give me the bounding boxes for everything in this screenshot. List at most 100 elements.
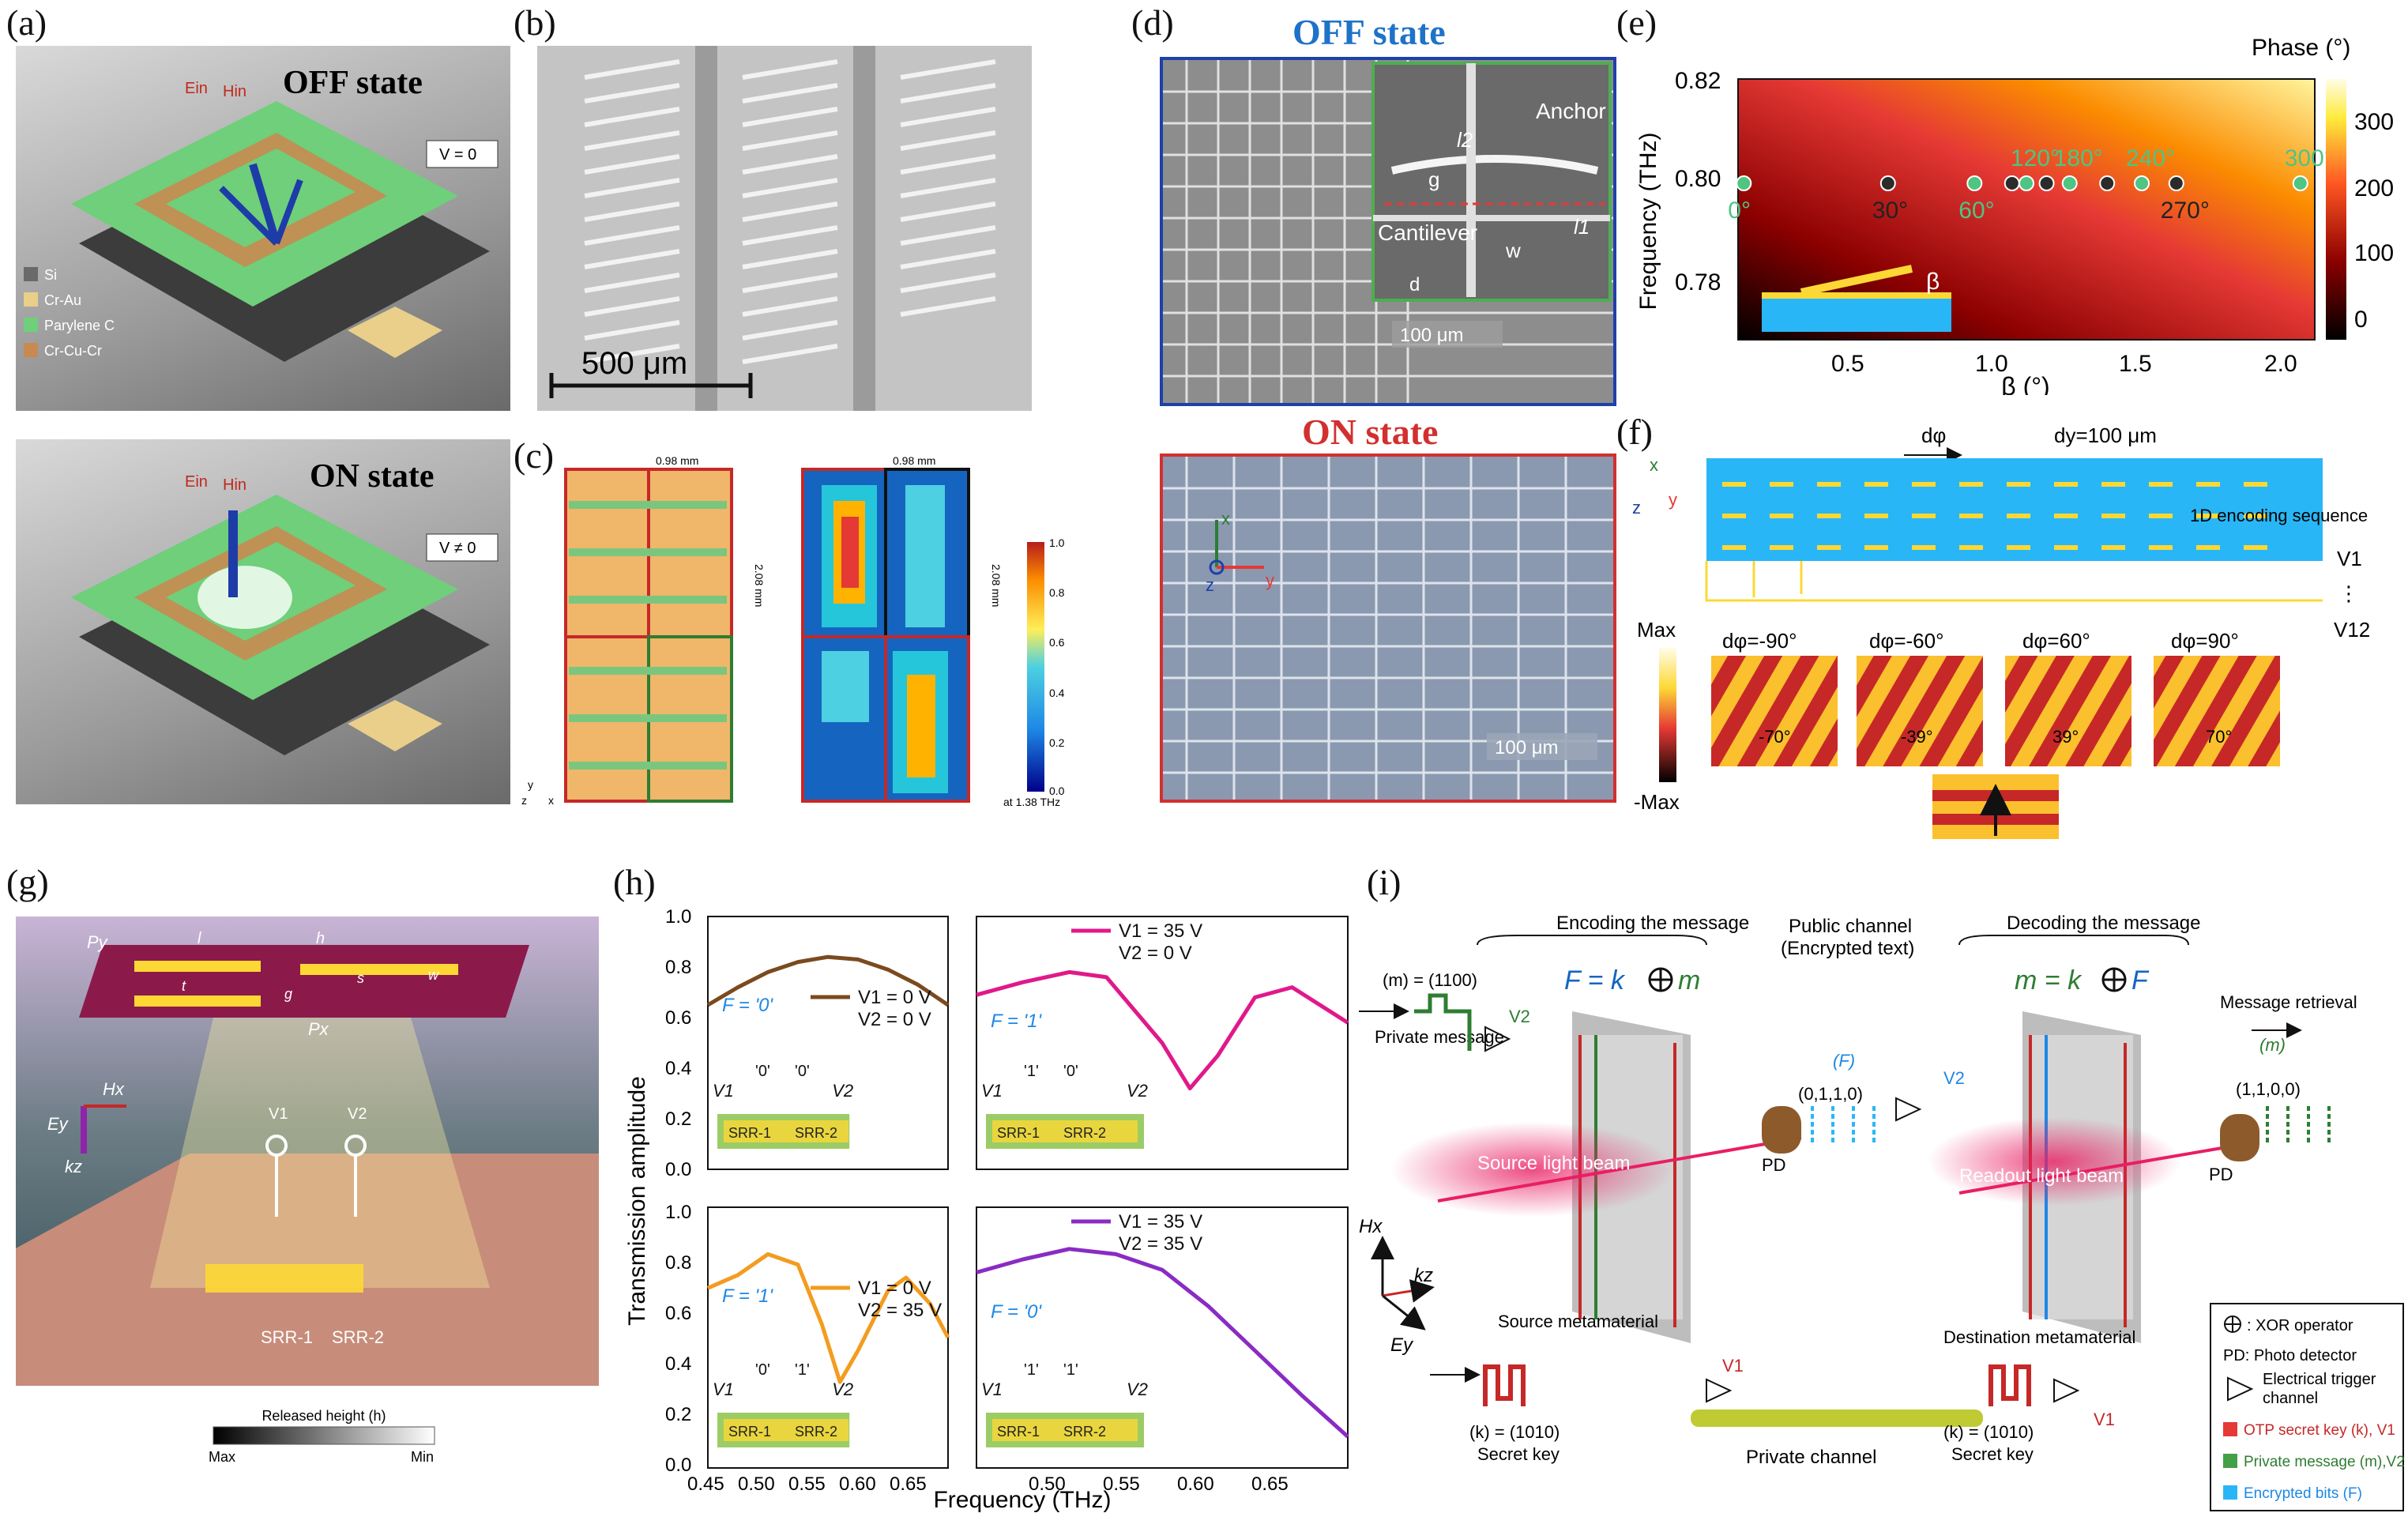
panel-c-structure	[564, 468, 733, 803]
h-legend-v1: V1 = 35 V	[1119, 1211, 1202, 1233]
legend-crau: Cr-Au	[44, 292, 81, 308]
i-private-message: Private message	[1375, 1027, 1504, 1047]
g-w: w	[428, 967, 439, 983]
h-legend-v2: V2 = 35 V	[1119, 1233, 1202, 1255]
h-legend-v2: V2 = 0 V	[858, 1009, 931, 1030]
h-v2-label: V2	[1127, 1081, 1148, 1101]
panel-c-colorbar-ticks: 1.0 0.8 0.6 0.4 0.2 0.0	[1049, 536, 1065, 797]
h-xticks-right: 0.50 0.55 0.60 0.65	[1029, 1473, 1289, 1495]
h-ytick: 0.0	[665, 1159, 691, 1180]
f-map-title: dφ=60°	[2022, 629, 2090, 653]
f-map-angle: 39°	[2052, 727, 2079, 747]
phase-point	[2061, 175, 2078, 191]
axis-y: y	[528, 778, 533, 791]
h-legend-v1: V1 = 35 V	[1119, 920, 1202, 942]
g-v2: V2	[348, 1105, 367, 1123]
f-axis-x: x	[1650, 455, 1658, 475]
e-xtick: 1.5	[2119, 351, 2152, 377]
cbar-tick: 0.6	[1049, 636, 1065, 649]
i-v2-mid: V2	[1943, 1068, 1965, 1088]
i-encrypted-text: (Encrypted text)	[1781, 938, 1914, 959]
panel-label-e: (e)	[1616, 2, 1657, 43]
off-state-title: OFF state	[283, 65, 423, 101]
panel-label-i: (i)	[1367, 862, 1402, 902]
freq-note: at 1.38 THz	[1003, 796, 1060, 808]
f-map-title: dφ=-90°	[1722, 629, 1797, 653]
scale-on: 100 μm	[1495, 737, 1559, 758]
cbar-tick: 0.2	[1049, 736, 1065, 749]
g-cbar-title: Released height (h)	[261, 1408, 386, 1424]
cbar-tick: 0.0	[1049, 785, 1065, 797]
h-series-line	[707, 1251, 950, 1384]
on-axis-z: z	[1206, 575, 1214, 595]
axis-x: x	[548, 794, 554, 807]
e-field-label-on: Ein	[185, 473, 208, 491]
on-axis-x: x	[1221, 509, 1230, 529]
e-ytick: 0.82	[1675, 68, 1721, 94]
h-device-srr	[724, 1419, 849, 1441]
phase-point	[2292, 175, 2308, 191]
h-ytick: 0.2	[665, 1108, 691, 1130]
i-pd-label-left: PD	[1762, 1155, 1786, 1175]
e-yticks: 0.82 0.80 0.78	[1675, 68, 1721, 295]
h-ytick: 0.0	[665, 1455, 691, 1476]
f-map-angle: -70°	[1759, 727, 1791, 747]
inset-d: d	[1409, 274, 1420, 295]
i-legend: : XOR operator PD: Photo detector Electr…	[2210, 1303, 2405, 1511]
e-cbar-tick: 300	[2354, 109, 2394, 135]
f-colorbar	[1659, 648, 1676, 782]
phase-point	[2038, 175, 2055, 191]
h-legend-v1: V1 = 0 V	[858, 1278, 931, 1299]
panel-c-colorbar	[1027, 542, 1044, 792]
i-formula-enc-m: m	[1678, 965, 1700, 995]
i-source-beam: Source light beam	[1477, 1153, 1630, 1174]
g-ey: Ey	[47, 1114, 70, 1134]
h-ytick: 1.0	[665, 909, 691, 928]
panel-h-chart: Transmission amplitude Frequency (THz) 1…	[624, 909, 1349, 1513]
g-cbar-min: Min	[411, 1449, 434, 1465]
g-g: g	[284, 986, 292, 1002]
h-xticks-left: 0.45 0.50 0.55 0.60 0.65	[687, 1473, 927, 1495]
phase-point	[2004, 175, 2020, 191]
f-map-angle: -39°	[1901, 727, 1933, 747]
phase-point-label: 60°	[1958, 198, 1994, 224]
g-s: s	[357, 970, 364, 986]
panel-d-on: x z y 100 μm	[1160, 454, 1616, 803]
panel-f: dφ dy=100 μm 1D encoding sequence V1 ⋮ V…	[1632, 423, 2370, 839]
e-xtick: 1.0	[1975, 351, 2008, 377]
h-xtick: 0.55	[1103, 1473, 1140, 1495]
i-private-channel-bar	[1691, 1409, 1983, 1427]
f-axis-z: z	[1632, 498, 1641, 518]
legend-trigger-1: Electrical trigger	[2263, 1371, 2376, 1388]
off-grid-drawing: Anchor g l2 l1 Cantilever w d 100 μm	[1163, 60, 1613, 403]
e-colorbar	[2326, 79, 2346, 340]
h-v1-label: V1	[713, 1081, 734, 1101]
g-hx: Hx	[103, 1079, 125, 1099]
h-v2-label: V2	[832, 1379, 853, 1399]
g-srr2: SRR-2	[332, 1327, 384, 1347]
i-pd-label-right: PD	[2209, 1165, 2233, 1184]
g-py: Py	[87, 932, 109, 952]
on-grid-drawing: x z y 100 μm	[1163, 457, 1613, 800]
panel-e-chart: β 0° 30° 60° 120°180° 240° 270° 300° 0.82 0.80…	[1635, 35, 2394, 395]
h-srr2-label: SRR-2	[795, 1424, 837, 1440]
h-ytick: 0.6	[665, 1303, 691, 1324]
f-vdots: ⋮	[2338, 581, 2359, 605]
h-xtick: 0.45	[687, 1473, 724, 1495]
beta-symbol: β	[1926, 269, 1940, 295]
i-readout-beam: Readout light beam	[1959, 1165, 2124, 1187]
f-v1: V1	[2337, 547, 2362, 570]
h-xtick: 0.65	[1251, 1473, 1289, 1495]
scale-off: 100 μm	[1400, 325, 1464, 346]
phase-point	[2168, 175, 2184, 191]
f-array	[1706, 458, 2323, 561]
cbar-tick: 0.8	[1049, 586, 1065, 599]
h-f-label: F = '1'	[722, 1285, 774, 1307]
panel-d-off: Anchor g l2 l1 Cantilever w d 100 μm	[1160, 57, 1616, 406]
g-h: h	[316, 930, 325, 947]
legend-crcucr: Cr-Cu-Cr	[44, 343, 102, 359]
legend-parylene: Parylene C	[44, 318, 115, 333]
i-pd-right	[2220, 1114, 2259, 1161]
inset-l1: l1	[1574, 215, 1590, 239]
i-ey: Ey	[1390, 1334, 1414, 1356]
